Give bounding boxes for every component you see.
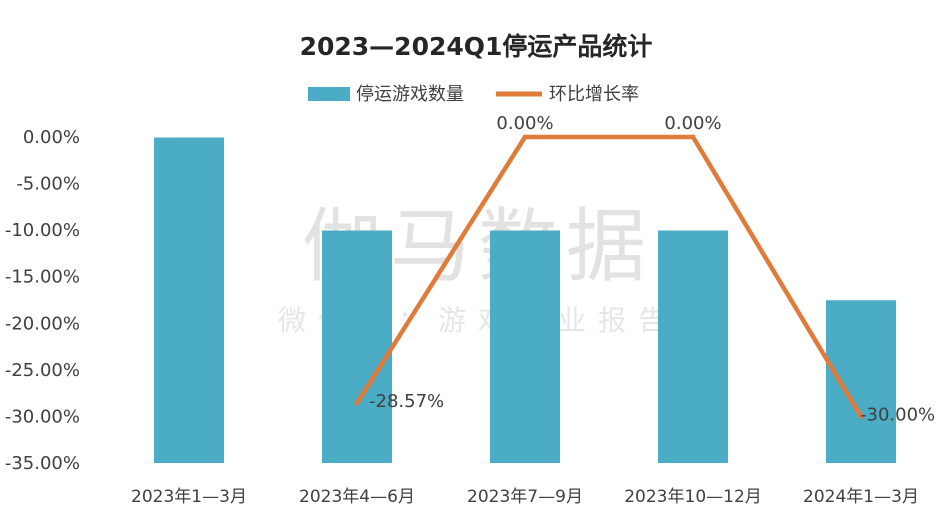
line-point-4 [858,413,864,419]
y-tick-label: -10.00% [5,220,80,241]
y-tick-label: 0.00% [23,127,80,148]
bar-0 [154,137,224,463]
line-series: -28.57% 0.00% 0.00% -30.00% [354,113,935,425]
y-tick-label: -15.00% [5,267,80,288]
line-data-label: -30.00% [860,404,935,425]
x-category-label: 2024年1—3月 [803,487,919,507]
x-axis-labels: 2023年1—3月 2023年4—6月 2023年7—9月 2023年10—12月 20… [131,487,919,507]
bar-2 [490,230,560,463]
y-tick-label: -20.00% [5,313,80,334]
line-point-2 [522,134,528,140]
y-tick-label: -5.00% [16,174,80,195]
y-axis-ticks: 0.00% -5.00% -10.00% -15.00% -20.00% -25.00% -… [5,127,80,474]
chart-title: 2023—2024Q1停运产品统计 [300,32,653,61]
legend-label-line: 环比增长率 [549,84,639,105]
y-tick-label: -25.00% [5,360,80,381]
growth-line [354,134,864,419]
bar-series [154,137,896,463]
legend: 停运游戏数量 环比增长率 [308,84,639,105]
x-category-label: 2023年1—3月 [131,487,247,507]
line-data-label: 0.00% [664,113,721,134]
bar-3 [658,230,728,463]
y-tick-label: -30.00% [5,406,80,427]
line-point-1 [354,400,360,406]
line-point-3 [690,134,696,140]
x-category-label: 2023年7—9月 [467,487,583,507]
line-data-label: -28.57% [369,391,444,412]
bar-4 [826,300,896,463]
y-tick-label: -35.00% [5,453,80,474]
legend-swatch-bar [308,87,350,101]
x-category-label: 2023年4—6月 [299,487,415,507]
line-data-label: 0.00% [496,113,553,134]
legend-label-bar: 停运游戏数量 [356,84,464,105]
x-category-label: 2023年10—12月 [624,487,762,507]
bar-1 [322,230,392,463]
